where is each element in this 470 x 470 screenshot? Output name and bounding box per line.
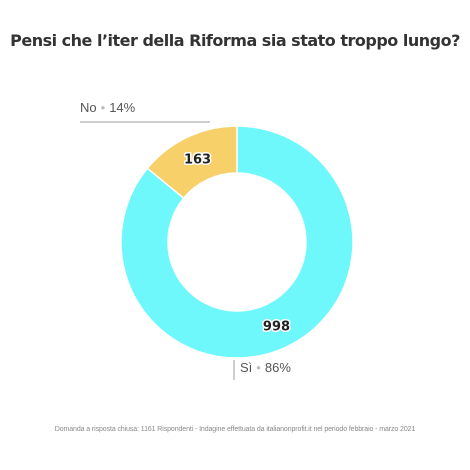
slice-no — [146, 125, 238, 200]
slice-value-label-no: 163 — [184, 152, 211, 167]
callout-label-no: No • 14% — [80, 100, 136, 115]
callouts-layer: Sì • 86% No • 14% — [80, 100, 291, 380]
values-layer: 998 163 — [182, 151, 291, 336]
callout-label-si: Sì • 86% — [240, 360, 291, 375]
chart-footnote: Domanda a risposta chiusa: 1161 Risponde… — [54, 426, 416, 433]
slice-si — [120, 125, 354, 359]
slices-layer — [120, 125, 354, 359]
slice-value-label-si: 998 — [263, 320, 290, 335]
chart-title: Pensi che l’iter della Riforma sia stato… — [10, 31, 460, 50]
